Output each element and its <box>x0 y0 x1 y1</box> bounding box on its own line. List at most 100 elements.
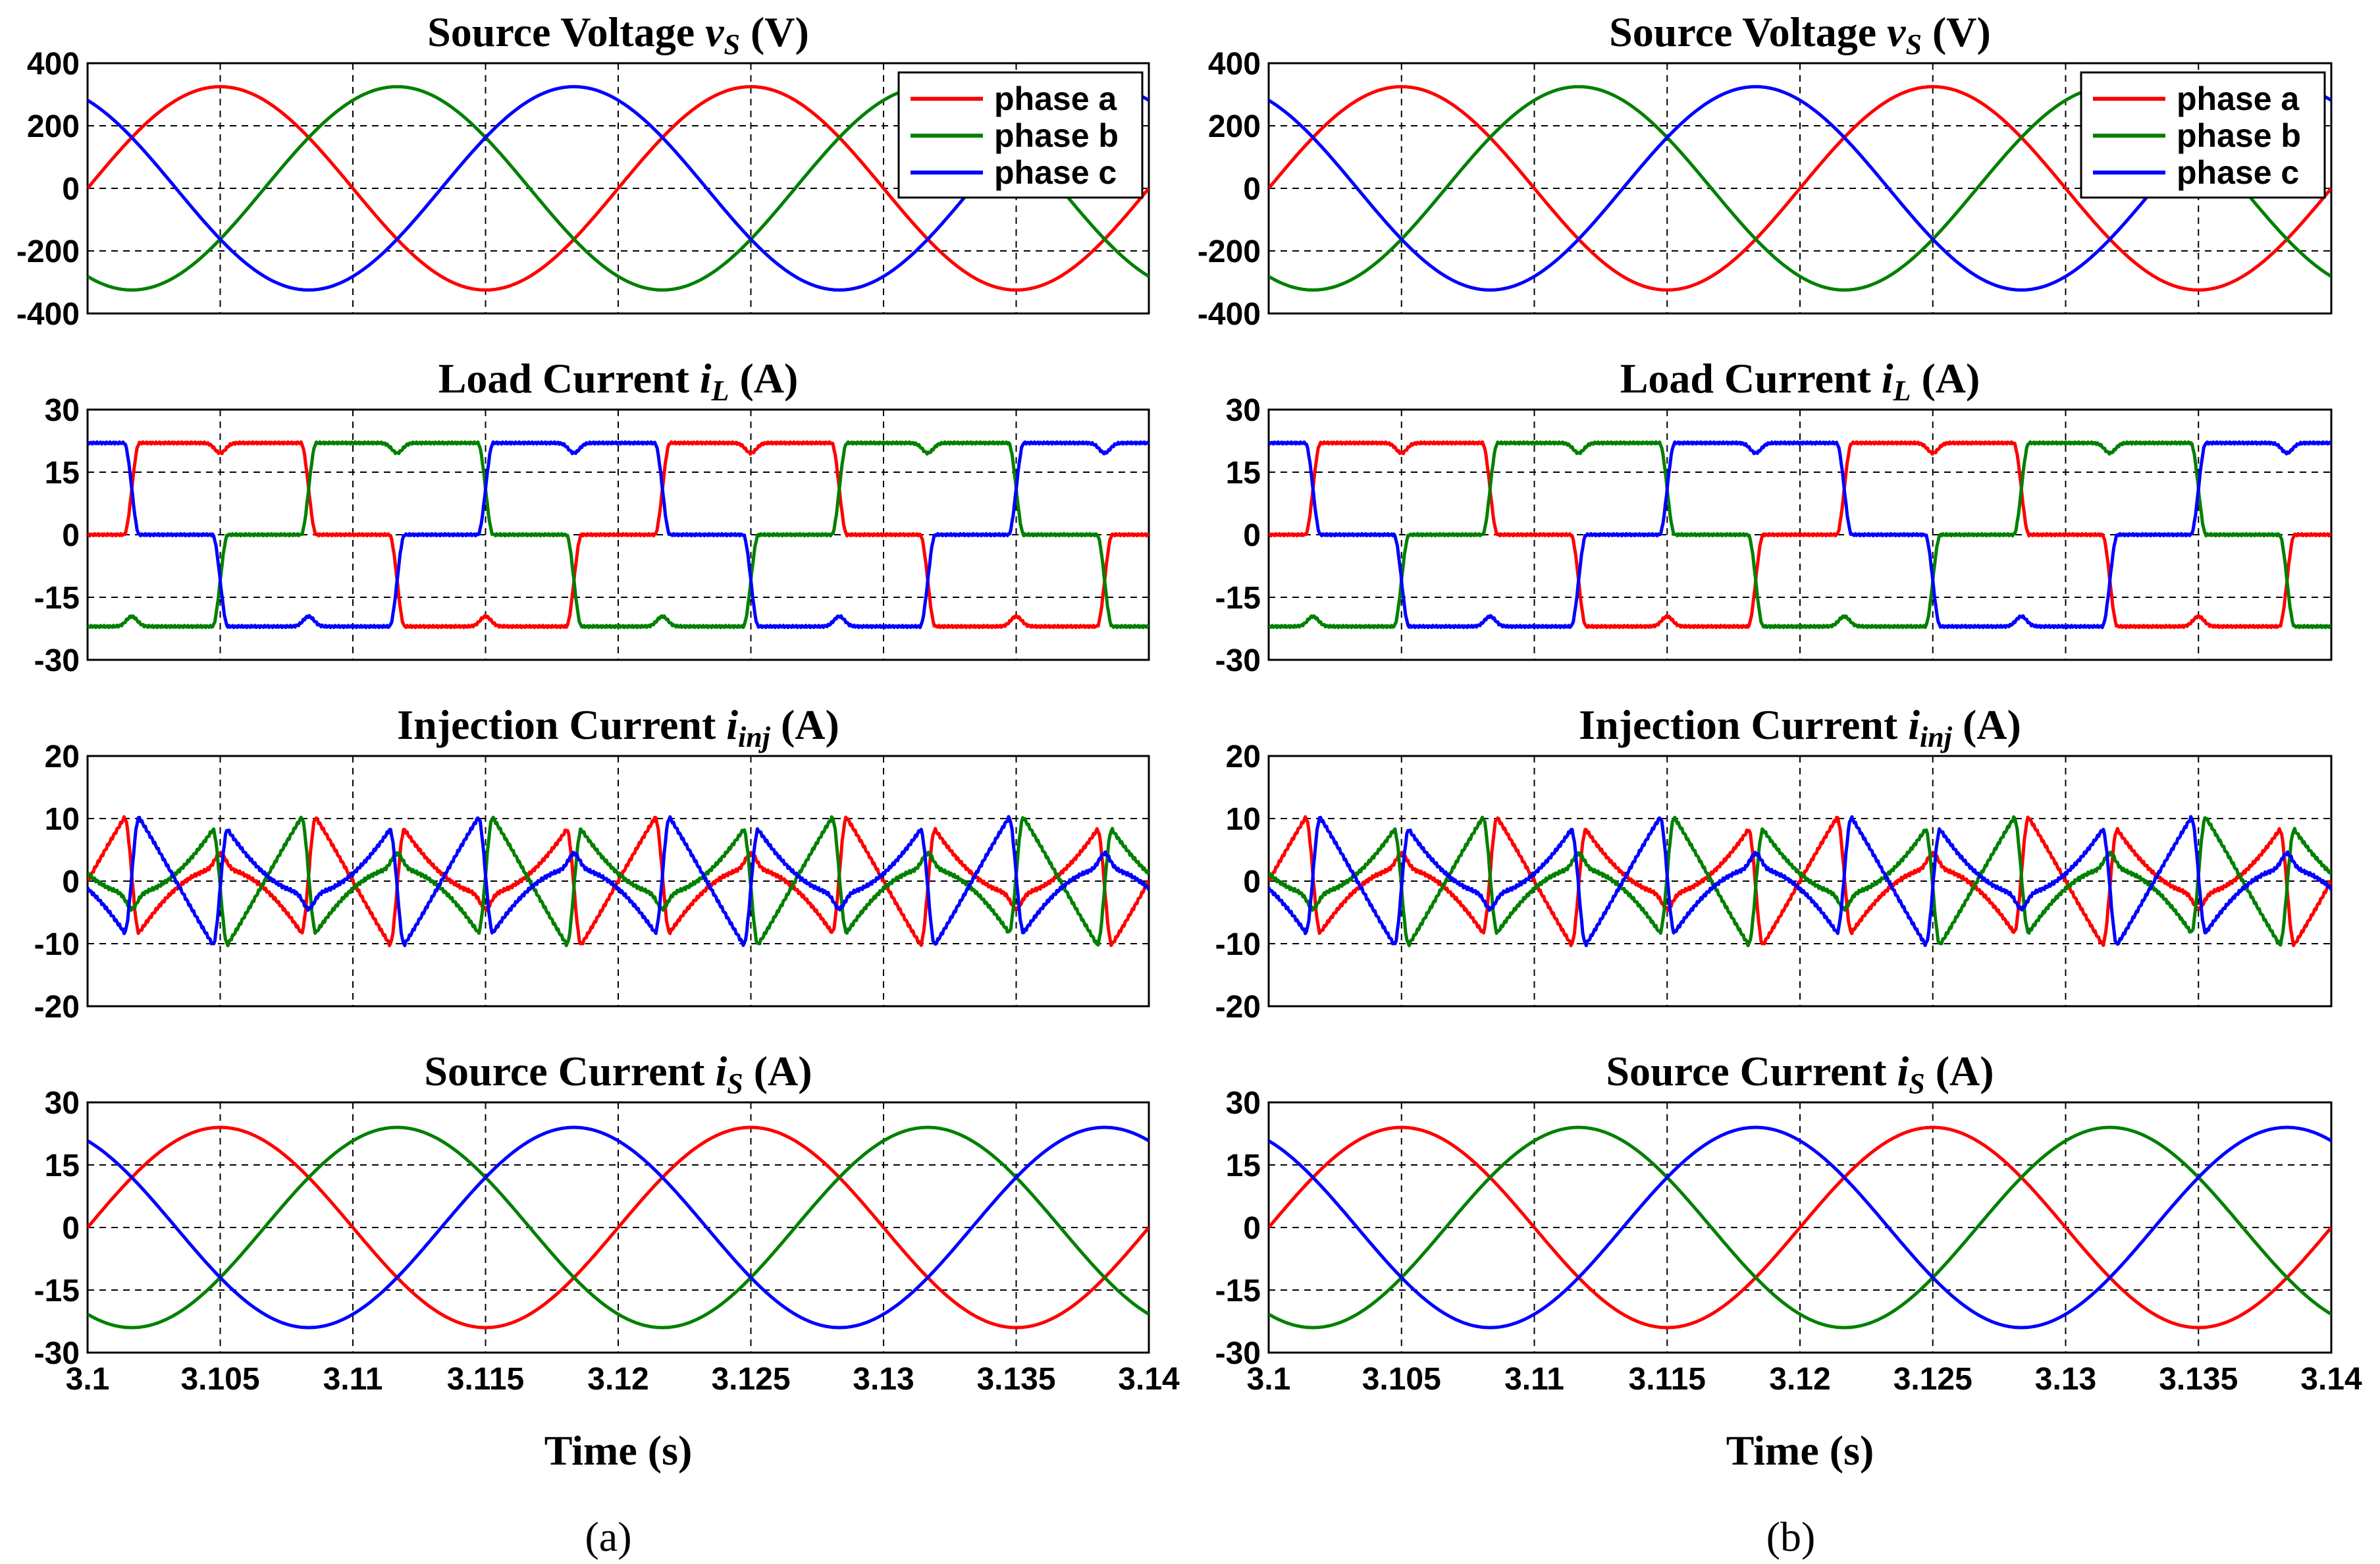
y-tick-label: -30 <box>1215 1336 1261 1371</box>
y-tick-label: 15 <box>45 1148 80 1183</box>
series-phase-a <box>88 1125 1149 1330</box>
chart-title: Source Current iS (A) <box>424 1048 812 1100</box>
y-tick-label: 0 <box>62 172 80 207</box>
y-tick-label: -30 <box>34 1336 80 1371</box>
series-phase-b <box>1269 1125 2331 1330</box>
y-tick-label: -15 <box>34 1274 80 1308</box>
y-tick-label: -400 <box>1198 297 1261 332</box>
y-tick-label: 10 <box>1226 802 1261 837</box>
y-tick-label: -200 <box>16 234 80 269</box>
x-tick-label: 3.135 <box>2159 1362 2238 1397</box>
series-phase-a <box>1269 815 2331 948</box>
y-tick-label: 15 <box>1226 1148 1261 1183</box>
legend-label: phase a <box>2177 80 2300 117</box>
x-tick-label: 3.105 <box>1362 1362 1441 1397</box>
y-tick-label: -20 <box>1215 990 1261 1025</box>
x-axis-label: Time (s) <box>544 1427 693 1474</box>
series-phase-b <box>88 1125 1149 1330</box>
y-tick-label: 30 <box>45 1086 80 1121</box>
panel-label-a: (a) <box>585 1513 631 1560</box>
y-tick-label: -20 <box>34 990 80 1025</box>
x-tick-label: 3.12 <box>587 1362 648 1397</box>
series-phase-a <box>1269 1125 2331 1330</box>
y-tick-label: 20 <box>1226 740 1261 774</box>
legend-label: phase a <box>994 80 1117 117</box>
y-tick-label: 200 <box>1208 109 1261 144</box>
y-tick-label: -15 <box>1215 581 1261 616</box>
y-tick-label: 30 <box>1226 393 1261 428</box>
x-tick-label: 3.115 <box>1629 1362 1706 1397</box>
y-tick-label: -10 <box>34 927 80 962</box>
x-tick-label: 3.105 <box>180 1362 259 1397</box>
series-phase-b <box>1269 815 2331 948</box>
x-tick-label: 3.11 <box>323 1362 383 1397</box>
series-phase-c <box>1269 1125 2331 1330</box>
chart-title: Injection Current iinj (A) <box>397 701 839 753</box>
y-tick-label: 0 <box>1243 865 1261 900</box>
x-tick-label: 3.135 <box>976 1362 1055 1397</box>
x-tick-label: 3.125 <box>1893 1362 1972 1397</box>
chart-title: Load Current iL (A) <box>1620 355 1980 407</box>
legend-label: phase c <box>994 154 1117 191</box>
chart-title: Injection Current iinj (A) <box>1579 701 2021 753</box>
y-tick-label: -30 <box>34 643 80 678</box>
x-tick-label: 3.1 <box>1247 1362 1291 1397</box>
y-tick-label: 0 <box>62 1211 80 1246</box>
chart-3: 20 10 0 -10 -20 Injection Current iinj (A) <box>34 701 1150 1025</box>
series-phase-c <box>1269 815 2331 948</box>
series-phase-b <box>88 815 1149 948</box>
legend-label: phase b <box>994 117 1119 154</box>
y-tick-label: 30 <box>45 393 80 428</box>
series-phase-a <box>88 440 1149 630</box>
legend-label: phase c <box>2177 154 2299 191</box>
y-tick-label: -15 <box>34 581 80 616</box>
y-tick-label: 0 <box>62 518 80 553</box>
series-phase-b <box>88 440 1149 630</box>
x-tick-label: 3.13 <box>2035 1362 2096 1397</box>
chart-title: Source Voltage vS (V) <box>1609 9 1991 61</box>
y-tick-label: 30 <box>1226 1086 1261 1121</box>
series-phase-a <box>1269 85 2331 292</box>
y-tick-label: 400 <box>1208 47 1261 82</box>
x-tick-label: 3.14 <box>1118 1362 1180 1397</box>
legend-label: phase b <box>2177 117 2301 154</box>
y-tick-label: 0 <box>1243 1211 1261 1246</box>
x-tick-label: 3.14 <box>2300 1362 2362 1397</box>
series-phase-c <box>1269 440 2331 630</box>
y-tick-label: 0 <box>1243 518 1261 553</box>
chart-title: Load Current iL (A) <box>438 355 799 407</box>
y-tick-label: -10 <box>1215 927 1261 962</box>
series-phase-a <box>1269 440 2331 630</box>
chart-4: 30 15 0 -15 -303.1 3.105 3.11 3.115 3.12 3.125 3.1… <box>34 1048 1180 1474</box>
y-tick-label: 10 <box>45 802 80 837</box>
series-phase-a <box>88 815 1149 948</box>
chart-title: Source Current iS (A) <box>1606 1048 1994 1100</box>
series-phase-a <box>88 85 1149 292</box>
y-tick-label: 200 <box>27 109 80 144</box>
chart-1: 400 200 0 -200 -400 Source Voltage vS (V) phas… <box>16 9 1150 332</box>
y-tick-label: 15 <box>45 456 80 491</box>
chart-5: 400 200 0 -200 -400 Source Voltage vS (V) phas… <box>1198 9 2333 332</box>
panel-label-b: (b) <box>1766 1513 1816 1560</box>
x-tick-label: 3.11 <box>1504 1362 1564 1397</box>
y-tick-label: -30 <box>1215 643 1261 678</box>
chart-7: 20 10 0 -10 -20 Injection Current iinj (A) <box>1215 701 2333 1025</box>
x-tick-label: 3.125 <box>711 1362 790 1397</box>
y-tick-label: 15 <box>1226 456 1261 491</box>
y-tick-label: 400 <box>27 47 80 82</box>
x-tick-label: 3.1 <box>66 1362 110 1397</box>
y-tick-label: -400 <box>16 297 80 332</box>
y-tick-label: 0 <box>1243 172 1261 207</box>
x-tick-label: 3.12 <box>1769 1362 1830 1397</box>
chart-6: 30 15 0 -15 -30 Load Current iL (A) <box>1215 355 2333 678</box>
y-tick-label: 20 <box>45 740 80 774</box>
x-tick-label: 3.115 <box>447 1362 524 1397</box>
series-phase-c <box>88 1125 1149 1330</box>
chart-title: Source Voltage vS (V) <box>427 9 809 61</box>
y-tick-label: -200 <box>1198 234 1261 269</box>
x-tick-label: 3.13 <box>853 1362 914 1397</box>
